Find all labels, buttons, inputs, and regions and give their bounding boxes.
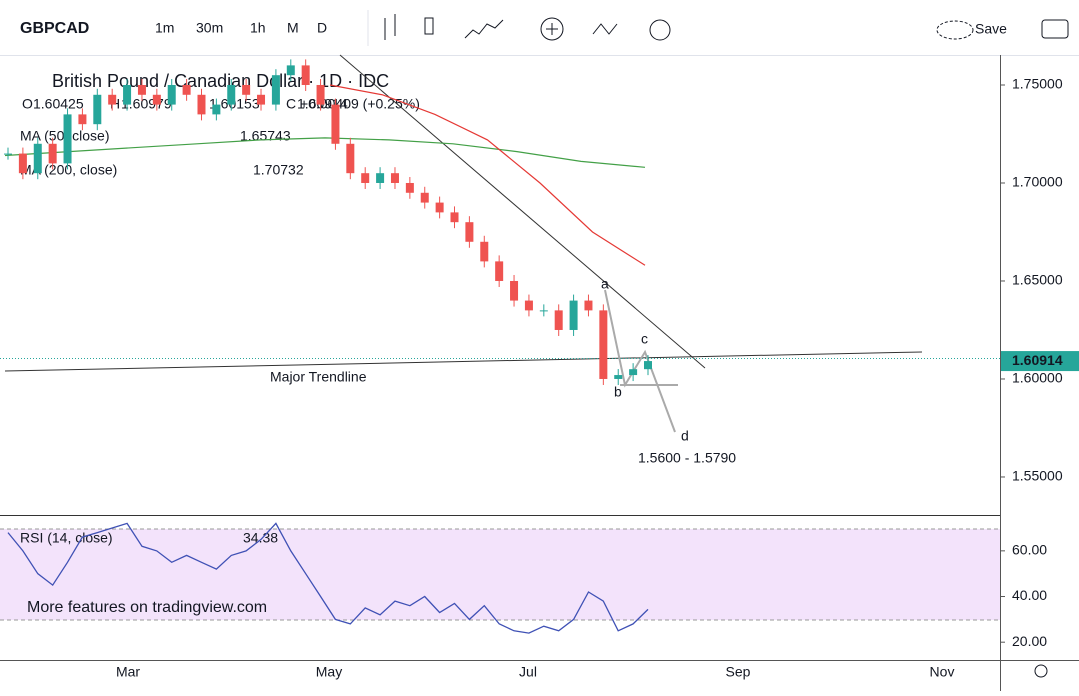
promo[interactable]: More features on tradingview.com — [27, 599, 267, 616]
candle — [271, 75, 280, 105]
x-tick-label: Jul — [519, 664, 537, 680]
y-tick-label: 1.55000 — [1012, 468, 1063, 484]
trendline-label: Major Trendline — [270, 369, 367, 385]
candle — [524, 300, 533, 311]
candle — [644, 361, 652, 370]
candle — [18, 153, 27, 174]
ma50-line — [329, 84, 646, 266]
ohlc-label: C — [286, 96, 296, 112]
candle — [346, 143, 355, 174]
last-price-label: 1.60914 — [1012, 352, 1063, 368]
interval-button[interactable]: D — [317, 20, 327, 36]
save-icon[interactable] — [936, 20, 974, 40]
ohlc-label: O — [22, 96, 33, 112]
toolbar-icons[interactable] — [384, 14, 504, 40]
change: +0.00409 (+0.25%) — [300, 96, 420, 112]
candle — [465, 222, 474, 242]
candle — [614, 375, 623, 379]
x-tick-label: Sep — [726, 664, 751, 680]
legend-title: British Pound / Canadian Dollar · 1D · I… — [52, 71, 389, 91]
symbol[interactable]: GBPCAD — [20, 20, 89, 37]
rsi-value: 34.38 — [243, 530, 278, 546]
candle — [286, 65, 295, 76]
candle — [182, 84, 191, 95]
indicator-icon[interactable] — [546, 23, 618, 35]
save-button[interactable]: Save — [975, 21, 1007, 37]
wave-label: c — [641, 331, 648, 347]
ohlc-value: 1.60425 — [33, 96, 84, 112]
descending-trendline — [339, 54, 706, 369]
interval-button[interactable]: M — [287, 20, 299, 36]
candle — [48, 143, 57, 164]
candle — [227, 84, 236, 105]
wave-label: d — [681, 428, 689, 444]
candle — [108, 94, 117, 105]
interval-button[interactable]: 1h — [250, 20, 266, 36]
candle — [257, 94, 266, 105]
wave-label: b — [614, 384, 622, 400]
rsi-line — [7, 522, 649, 634]
candle — [539, 310, 548, 312]
wave-label: a — [601, 276, 609, 292]
rsi-tick-label: 60.00 — [1012, 542, 1047, 558]
x-tick-label: Mar — [116, 664, 140, 680]
last-price-tag — [1001, 351, 1079, 372]
y-tick-label: 1.70000 — [1012, 174, 1063, 190]
candle — [584, 300, 593, 311]
candle — [554, 310, 563, 330]
ma200-line — [4, 137, 646, 168]
candle — [405, 182, 414, 193]
candle — [420, 192, 429, 203]
settings-icon[interactable] — [1034, 664, 1048, 678]
major-trendline — [4, 351, 923, 372]
rsi-band — [0, 529, 1000, 620]
y-tick-label: 1.60000 — [1012, 370, 1063, 386]
candle — [629, 369, 638, 376]
x-tick-label: May — [316, 664, 342, 680]
target-range: 1.5600 - 1.5790 — [638, 450, 736, 466]
candle — [599, 310, 608, 379]
candle — [376, 173, 385, 183]
interval-button[interactable]: 1m — [155, 20, 174, 36]
candle — [301, 65, 310, 85]
indicator-name: MA (200, close) — [20, 162, 117, 178]
alert-icon[interactable] — [649, 19, 671, 41]
candle — [331, 104, 340, 144]
rsi-tick-label: 40.00 — [1012, 587, 1047, 603]
snapshot-icon[interactable] — [1041, 19, 1069, 39]
candle — [361, 173, 370, 183]
candle — [123, 84, 132, 105]
candle — [242, 84, 251, 95]
candle — [212, 104, 221, 115]
candle — [450, 212, 459, 223]
candle — [197, 94, 206, 115]
candle — [33, 143, 42, 174]
rsi-name: RSI (14, close) — [20, 530, 113, 546]
candle — [435, 202, 444, 213]
rsi-tick-label: 20.00 — [1012, 633, 1047, 649]
x-tick-label: Nov — [930, 664, 955, 680]
wave-arrows — [604, 289, 678, 433]
candle — [137, 84, 146, 95]
indicator-value: 1.70732 — [253, 162, 304, 178]
add-icon[interactable] — [540, 17, 564, 41]
interval-button[interactable]: 30m — [196, 20, 223, 36]
candle — [495, 261, 504, 281]
candle — [4, 153, 12, 155]
candle — [316, 84, 325, 105]
candle — [93, 94, 102, 125]
candle — [152, 94, 161, 105]
candle — [78, 114, 87, 125]
y-tick-label: 1.75000 — [1012, 76, 1063, 92]
candle — [510, 280, 519, 301]
candle — [167, 84, 176, 105]
candle — [63, 114, 72, 164]
candle — [390, 173, 399, 183]
y-tick-label: 1.65000 — [1012, 272, 1063, 288]
candle — [569, 300, 578, 330]
candle — [480, 241, 489, 262]
